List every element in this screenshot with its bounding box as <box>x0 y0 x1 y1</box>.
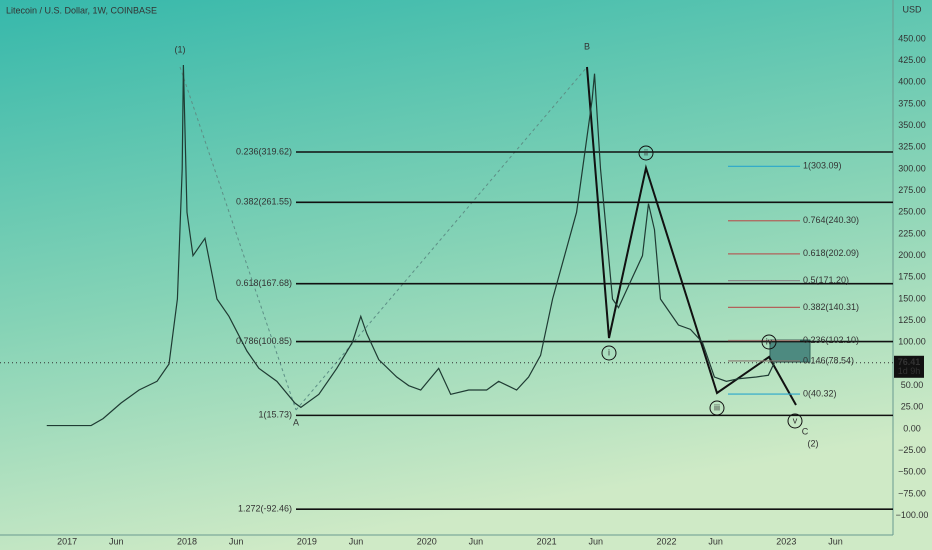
y-tick-label: 425.00 <box>898 55 926 65</box>
extension-label: 0.146(78.54) <box>803 355 854 365</box>
wave-circle <box>638 145 654 161</box>
wave-label: i <box>608 347 610 357</box>
y-tick-label: 0.00 <box>903 423 921 433</box>
wave-label: iv <box>766 336 773 346</box>
extension-label: 0.618(202.09) <box>803 248 859 258</box>
x-tick-label: Jun <box>469 536 484 546</box>
wave-label: A <box>293 417 299 427</box>
wave-label: (1) <box>175 44 186 54</box>
y-tick-label: −50.00 <box>898 467 926 477</box>
x-tick-label: 2019 <box>297 536 317 546</box>
x-tick-label: Jun <box>109 536 124 546</box>
last-price-box <box>894 355 924 378</box>
y-tick-label: 300.00 <box>898 163 926 173</box>
y-tick-label: 250.00 <box>898 207 926 217</box>
x-tick-label: 2021 <box>537 536 557 546</box>
extension-label: 0(40.32) <box>803 388 837 398</box>
fib-label: 0.786(100.85) <box>236 336 292 346</box>
x-tick-label: 2022 <box>656 536 676 546</box>
x-tick-label: 2020 <box>417 536 437 546</box>
fib-label: 1.272(-92.46) <box>238 504 292 514</box>
wave-circle <box>787 413 803 429</box>
y-tick-label: 50.00 <box>901 380 924 390</box>
wave-label: C <box>802 426 809 436</box>
wave-circle <box>761 334 777 350</box>
fib-label: 1(15.73) <box>258 410 292 420</box>
y-tick-label: 125.00 <box>898 315 926 325</box>
y-tick-label: 100.00 <box>898 337 926 347</box>
y-tick-label: 25.00 <box>901 402 924 412</box>
wave-circle <box>601 345 617 361</box>
x-tick-label: Jun <box>229 536 244 546</box>
fib-label: 0.382(261.55) <box>236 197 292 207</box>
y-tick-label: 150.00 <box>898 293 926 303</box>
wave-label: ii <box>644 147 648 157</box>
extension-label: 0.764(240.30) <box>803 215 859 225</box>
dashed-retracement <box>295 66 588 411</box>
y-tick-label: 350.00 <box>898 120 926 130</box>
dashed-retracement <box>179 66 297 411</box>
extension-label: 0.236(102.10) <box>803 335 859 345</box>
wave-label: v <box>793 415 798 425</box>
x-tick-label: 2018 <box>177 536 197 546</box>
fib-label: 0.618(167.68) <box>236 278 292 288</box>
currency-label: USD <box>902 4 922 14</box>
y-tick-label: −75.00 <box>898 488 926 498</box>
y-tick-label: 400.00 <box>898 77 926 87</box>
countdown-label: 1d 9h <box>898 366 921 376</box>
y-tick-label: 175.00 <box>898 272 926 282</box>
extension-label: 0.5(171.20) <box>803 275 849 285</box>
y-tick-label: 225.00 <box>898 228 926 238</box>
y-tick-label: −25.00 <box>898 445 926 455</box>
wave-circle <box>709 400 725 416</box>
fib-label: 0.236(319.62) <box>236 146 292 156</box>
chart-title: Litecoin / U.S. Dollar, 1W, COINBASE <box>6 5 157 15</box>
wave-label: (2) <box>808 438 819 448</box>
extension-label: 0.382(140.31) <box>803 302 859 312</box>
x-tick-label: 2017 <box>57 536 77 546</box>
x-tick-label: 2023 <box>776 536 796 546</box>
x-tick-label: Jun <box>349 536 364 546</box>
y-tick-label: 375.00 <box>898 98 926 108</box>
last-price-label: 76.41 <box>898 357 921 367</box>
extension-label: 1(303.09) <box>803 161 842 171</box>
y-tick-label: 325.00 <box>898 142 926 152</box>
wave-label: iii <box>714 402 720 412</box>
price-line <box>46 64 775 427</box>
y-tick-label: 200.00 <box>898 250 926 260</box>
y-tick-label: −100.00 <box>896 510 929 520</box>
y-tick-label: 275.00 <box>898 185 926 195</box>
x-tick-label: Jun <box>828 536 843 546</box>
x-tick-label: Jun <box>708 536 723 546</box>
wave-label: B <box>584 41 590 51</box>
y-tick-label: 450.00 <box>898 33 926 43</box>
x-tick-label: Jun <box>588 536 603 546</box>
